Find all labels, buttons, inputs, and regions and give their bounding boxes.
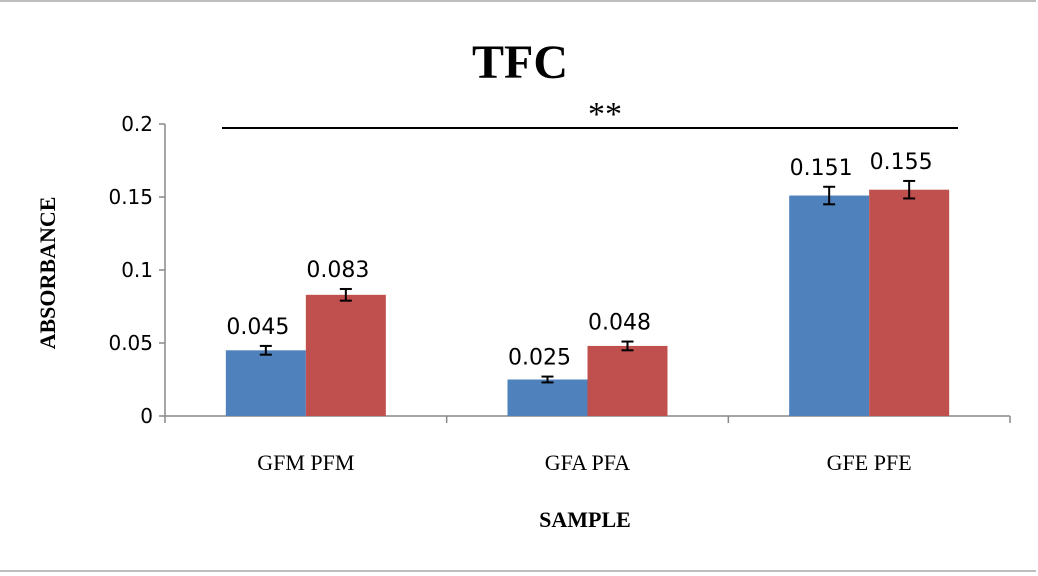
y-tick-label: 0.15 <box>108 185 153 209</box>
bar <box>225 350 306 416</box>
bar <box>587 345 668 416</box>
y-axis: 0 0.05 0.1 0.15 0.2 <box>108 112 166 428</box>
bar <box>305 294 386 416</box>
data-label: 0.083 <box>306 258 369 283</box>
data-label: 0.048 <box>588 311 651 336</box>
x-tick-label: GFE PFE <box>827 450 912 475</box>
significance-annotation: ** <box>588 96 622 133</box>
x-axis-title: SAMPLE <box>539 507 631 532</box>
x-tick-label: GFM PFM <box>257 450 354 475</box>
y-tick-label: 0.1 <box>121 258 153 282</box>
data-label: 0.045 <box>226 315 289 340</box>
y-tick-label: 0.05 <box>108 331 153 355</box>
bars-group: 0.045 0.025 0.151 0.083 0.048 0.155 <box>225 150 950 416</box>
chart-title: TFC <box>472 36 568 89</box>
x-axis: GFM PFM GFA PFA GFE PFE <box>164 415 1011 475</box>
x-tick-label: GFA PFA <box>545 450 631 475</box>
bar <box>869 189 950 416</box>
data-label: 0.151 <box>790 156 853 181</box>
y-axis-title: ABSORBANCE <box>35 197 60 350</box>
data-label: 0.155 <box>870 150 933 175</box>
y-tick-label: 0.2 <box>121 112 153 136</box>
y-tick-label: 0 <box>140 404 153 428</box>
bar <box>789 195 870 416</box>
data-label: 0.025 <box>508 346 571 371</box>
bar <box>507 379 588 416</box>
